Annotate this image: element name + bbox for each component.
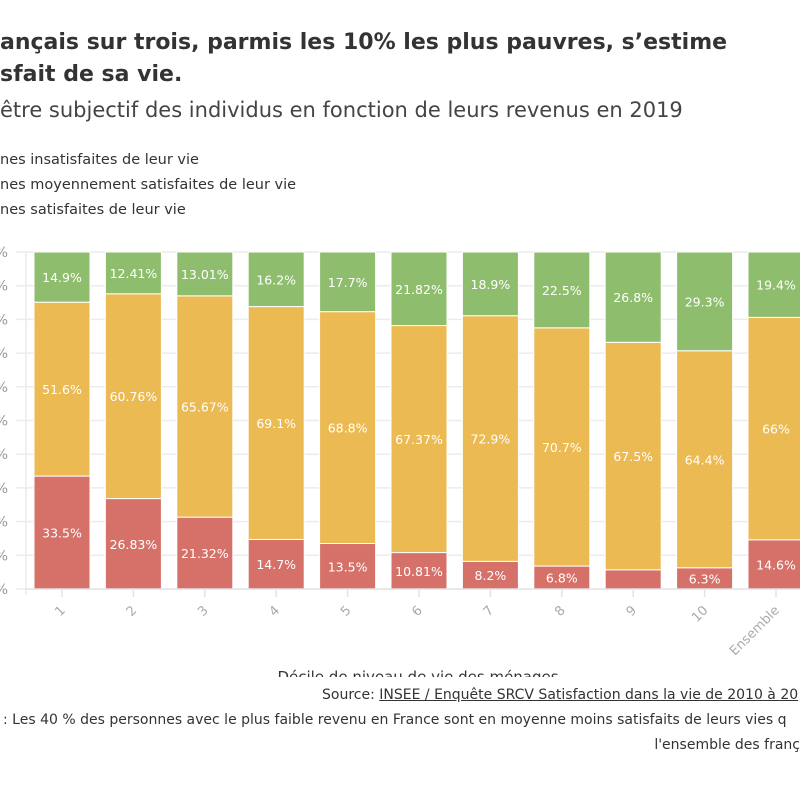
data-label: 22.5%: [542, 283, 582, 298]
data-label: 60.76%: [110, 389, 158, 404]
bar-segment: [461, 560, 519, 590]
data-label: 16.2%: [256, 272, 296, 287]
bar-segment: [319, 311, 377, 545]
bar-segment: [676, 251, 734, 352]
bar-segment: [33, 251, 91, 303]
x-tick-label: 1: [52, 603, 68, 619]
bar-segment: [747, 539, 800, 590]
bar-segment: [390, 552, 448, 590]
y-tick-label: 70%: [0, 346, 8, 362]
chart-title-line-2: sfait de sa vie.: [0, 62, 183, 87]
bar-segment: [676, 350, 734, 569]
chart-subtitle: être subjectif des individus en fonction…: [0, 98, 683, 122]
x-tick-label: 8: [552, 603, 568, 619]
chart-title-line-1: ançais sur trois, parmis les 10% les plu…: [0, 30, 728, 55]
y-tick-label: 50%: [0, 414, 8, 430]
legend-item-insatisfaites[interactable]: nes insatisfaites de leur vie: [0, 152, 199, 168]
source-link[interactable]: INSEE / Enquête SRCV Satisfaction dans l…: [379, 687, 799, 703]
data-label: 67.5%: [613, 449, 653, 464]
bar-segment: [604, 341, 662, 571]
y-tick-label: 90%: [0, 279, 8, 295]
data-label: 64.4%: [685, 452, 725, 467]
y-tick-label: 0%: [0, 582, 8, 598]
bar-segment: [104, 251, 162, 295]
data-label: 8.2%: [475, 568, 507, 583]
data-label: 13.01%: [181, 267, 229, 282]
bar-segment: [176, 295, 234, 518]
data-label: 21.82%: [395, 282, 443, 297]
bar-segment: [33, 301, 91, 477]
data-label: 12.41%: [110, 266, 158, 281]
y-tick-label: 40%: [0, 447, 8, 463]
bar-segment: [176, 251, 234, 297]
bar-segment: [747, 316, 800, 541]
y-tick-label: 10%: [0, 548, 8, 564]
bar-segment: [176, 516, 234, 590]
data-label: 66%: [762, 422, 790, 437]
y-tick-label: 60%: [0, 380, 8, 396]
data-label: 65.67%: [181, 399, 229, 414]
data-label: 6.3%: [689, 571, 721, 586]
data-label: 67.37%: [395, 432, 443, 447]
legend-item-satisfaites[interactable]: nes satisfaites de leur vie: [0, 202, 186, 218]
data-label: 72.9%: [471, 432, 511, 447]
data-label: 29.3%: [685, 294, 725, 309]
y-tick-label: 100%: [0, 245, 8, 261]
x-tick-label: 9: [624, 603, 640, 619]
data-label: 69.1%: [256, 416, 296, 431]
x-tick-label: 10: [689, 603, 711, 625]
bar-segment: [247, 538, 305, 590]
y-tick-label: 80%: [0, 312, 8, 328]
data-label: 10.81%: [395, 564, 443, 579]
data-label: 6.8%: [546, 571, 578, 586]
bar-segment: [390, 325, 448, 554]
x-tick-label: 6: [409, 603, 425, 619]
data-label: 17.7%: [328, 275, 368, 290]
bar-segment: [247, 251, 305, 308]
y-tick-label: 30%: [0, 481, 8, 497]
bar-segment: [390, 251, 448, 327]
data-label: 33.5%: [42, 526, 82, 541]
bar-segment: [461, 315, 519, 562]
data-label: 14.7%: [256, 557, 296, 572]
bar-segment: [533, 251, 591, 329]
bar-segment: [604, 251, 662, 343]
x-axis-title: Décile de niveau de vie des ménages: [277, 668, 558, 686]
note-line-1: : Les 40 % des personnes avec le plus fa…: [3, 712, 787, 728]
data-label: 21.32%: [181, 546, 229, 561]
data-label: 51.6%: [42, 382, 82, 397]
data-label: 13.5%: [328, 559, 368, 574]
x-tick-label: Ensemble: [727, 603, 783, 659]
data-label: 26.83%: [110, 537, 158, 552]
bar-segment: [319, 251, 377, 313]
bar-segment: [533, 327, 591, 567]
note-line-2: l'ensemble des franç: [654, 737, 800, 753]
bar-segment: [104, 293, 162, 500]
data-label: 19.4%: [756, 278, 796, 293]
bar-segment: [604, 569, 662, 590]
data-label: 68.8%: [328, 421, 368, 436]
y-tick-label: 20%: [0, 515, 8, 531]
x-tick-label: 5: [338, 603, 354, 619]
bar-segment: [461, 251, 519, 317]
legend-item-moyennement[interactable]: nes moyennement satisfaites de leur vie: [0, 177, 297, 193]
x-tick-label: 2: [124, 603, 140, 619]
x-tick-label: 4: [267, 603, 283, 619]
source-prefix: Source:: [322, 687, 380, 703]
x-tick-label: 7: [481, 603, 497, 619]
data-label: 14.9%: [42, 270, 82, 285]
bar-segment: [747, 251, 800, 318]
data-label: 18.9%: [471, 277, 511, 292]
data-label: 70.7%: [542, 440, 582, 455]
source-line: Source: INSEE / Enquête SRCV Satisfactio…: [322, 687, 798, 703]
x-tick-label: 3: [195, 603, 211, 619]
bar-segment: [104, 498, 162, 590]
bar-segment: [247, 306, 305, 540]
data-label: 14.6%: [756, 557, 796, 572]
bar-segment: [319, 543, 377, 590]
data-label: 26.8%: [613, 290, 653, 305]
